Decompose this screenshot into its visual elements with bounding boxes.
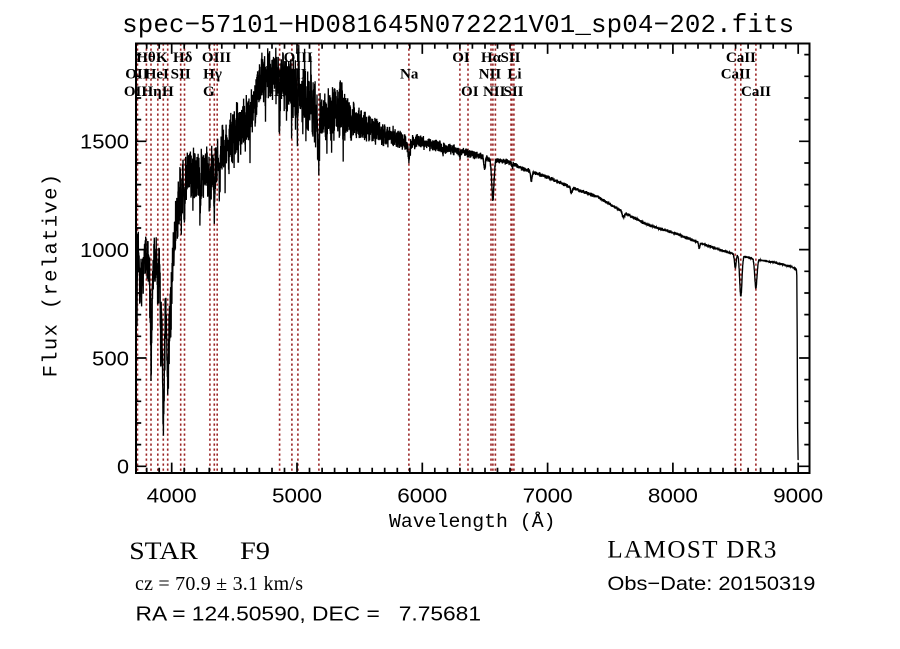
svg-text:OIII: OIII (202, 50, 231, 66)
svg-text:HeI: HeI (145, 66, 169, 82)
svg-text:Hγ: Hγ (203, 66, 222, 82)
svg-text:STAR: STAR (129, 538, 198, 565)
svg-text:SII: SII (503, 84, 523, 100)
svg-text:Hδ: Hδ (173, 50, 193, 66)
svg-text:0: 0 (117, 457, 129, 479)
svg-text:Hθ: Hθ (136, 50, 156, 66)
svg-text:4000: 4000 (147, 486, 197, 508)
svg-text:7000: 7000 (523, 486, 573, 508)
svg-text:G: G (203, 84, 215, 100)
svg-text:CaII: CaII (721, 66, 751, 82)
svg-text:CaII: CaII (726, 50, 756, 66)
svg-text:SII: SII (171, 66, 191, 82)
svg-text:CaII: CaII (741, 84, 771, 100)
svg-text:1000: 1000 (80, 240, 129, 262)
svg-text:1500: 1500 (80, 132, 129, 154)
svg-text:Li: Li (507, 66, 521, 82)
svg-text:NII: NII (483, 84, 506, 100)
svg-text:SII: SII (500, 50, 520, 66)
svg-text:K: K (156, 50, 168, 66)
svg-text:H: H (162, 84, 174, 100)
svg-text:8000: 8000 (648, 486, 698, 508)
svg-text:spec−57101−HD081645N072221V01_: spec−57101−HD081645N072221V01_sp04−202.f… (122, 11, 794, 40)
svg-text:OI: OI (461, 84, 479, 100)
svg-text:Flux (relative): Flux (relative) (41, 173, 64, 378)
svg-text:NII: NII (479, 66, 502, 82)
svg-text:Hα: Hα (481, 50, 502, 66)
svg-text:9000: 9000 (773, 486, 823, 508)
svg-text:500: 500 (92, 348, 129, 370)
svg-text:cz = 70.9 ± 3.1 km/s: cz = 70.9 ± 3.1 km/s (135, 573, 303, 595)
svg-text:Obs−Date: 20150319: Obs−Date: 20150319 (607, 573, 815, 595)
svg-text:Na: Na (400, 66, 419, 82)
svg-text:RA = 124.50590, DEC = 7.7568: RA = 124.50590, DEC = 7.75681 (136, 603, 482, 625)
svg-text:LAMOST DR3: LAMOST DR3 (607, 536, 776, 563)
svg-text:5000: 5000 (272, 486, 322, 508)
svg-text:Wavelength (Å): Wavelength (Å) (389, 511, 556, 533)
svg-text:6000: 6000 (397, 486, 447, 508)
svg-text:OI: OI (452, 50, 470, 66)
svg-text:F9: F9 (240, 538, 270, 565)
svg-text:Hη: Hη (142, 84, 162, 100)
